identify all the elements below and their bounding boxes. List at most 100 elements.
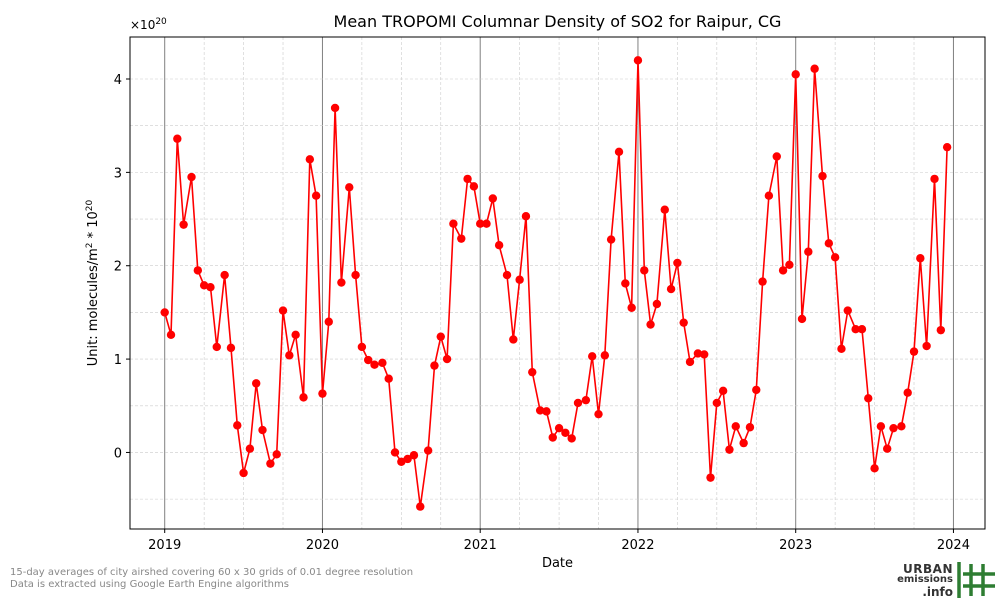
chart-title: Mean TROPOMI Columnar Density of SO2 for…: [333, 12, 782, 31]
data-point: [442, 354, 452, 364]
data-point: [187, 172, 196, 182]
data-point: [330, 103, 340, 113]
data-point: [318, 389, 327, 398]
data-point: [693, 349, 703, 358]
data-point: [311, 191, 321, 200]
data-point: [220, 270, 229, 280]
data-point: [212, 342, 221, 352]
data-point: [384, 374, 393, 383]
data-point: [594, 409, 603, 419]
data-point: [903, 388, 912, 397]
data-point: [679, 318, 688, 327]
x-tick-label: 2019: [148, 538, 181, 553]
x-tick-label: 2020: [306, 538, 339, 553]
data-point: [285, 351, 294, 360]
footer-note-resolution: 15-day averages of city airshed covering…: [10, 567, 414, 578]
x-axis-label: Date: [541, 556, 574, 571]
data-point: [345, 183, 354, 192]
urbanemissions-logo: URBAN emissions .info: [897, 562, 997, 599]
data-point: [509, 335, 518, 344]
plot-frame: [129, 36, 986, 530]
data-point: [621, 279, 630, 288]
y-axis-multiplier: ×1020: [130, 17, 167, 32]
data-point: [772, 152, 781, 161]
data-point: [351, 270, 360, 280]
data-point: [463, 174, 472, 184]
data-point: [897, 422, 906, 431]
data-point: [942, 142, 952, 152]
data-point: [278, 306, 288, 315]
data-point: [882, 444, 892, 453]
data-point: [416, 502, 425, 511]
data-point: [245, 444, 255, 453]
data-point: [581, 395, 591, 405]
data-point: [916, 254, 925, 263]
data-point: [476, 219, 485, 228]
data-point: [627, 303, 636, 312]
data-point: [633, 56, 643, 65]
data-point: [864, 394, 873, 403]
y-tick-label: 3: [114, 166, 122, 181]
data-point: [305, 155, 315, 164]
data-point: [226, 343, 236, 353]
logo-text-urban: URBAN: [903, 562, 953, 576]
data-point: [857, 325, 867, 334]
data-point: [830, 253, 840, 262]
data-point: [502, 270, 512, 280]
data-point: [706, 473, 715, 482]
data-point: [588, 352, 597, 361]
footer-note-source: Data is extracted using Google Earth Eng…: [10, 579, 289, 590]
logo-text-info: .info: [922, 585, 953, 599]
data-point: [291, 330, 300, 340]
data-point: [179, 220, 188, 229]
data-point: [666, 284, 676, 294]
data-point: [272, 450, 281, 459]
data-point: [876, 422, 886, 431]
data-point: [764, 191, 774, 200]
data-point: [357, 342, 367, 352]
data-point: [843, 306, 852, 315]
data-point: [423, 446, 433, 455]
data-point: [166, 330, 176, 340]
data-point: [548, 433, 557, 442]
data-point: [482, 219, 491, 228]
data-point: [739, 438, 748, 448]
data-point: [494, 240, 504, 250]
data-point: [266, 459, 275, 468]
data-point: [469, 182, 479, 191]
data-point: [403, 454, 412, 464]
data-point: [199, 281, 209, 290]
data-point: [251, 379, 261, 388]
x-tick-label: 2023: [779, 538, 812, 553]
data-point: [660, 205, 669, 214]
data-point: [718, 386, 728, 396]
data-point: [515, 275, 524, 284]
y-tick-label: 0: [114, 446, 122, 461]
data-point: [700, 350, 709, 359]
data-point: [785, 260, 794, 269]
x-tick-label: 2024: [937, 538, 970, 553]
data-point: [725, 445, 734, 454]
data-point: [409, 451, 419, 460]
data-point: [449, 219, 458, 228]
data-point: [430, 361, 439, 370]
data-point: [652, 299, 662, 309]
data-point: [889, 423, 898, 433]
y-tick-label: 1: [114, 353, 122, 368]
data-point: [488, 194, 498, 203]
y-tick-label: 2: [114, 260, 122, 275]
data-point: [173, 134, 182, 143]
data-point: [193, 266, 203, 275]
data-point: [324, 317, 333, 326]
data-point: [233, 421, 242, 430]
data-point: [299, 393, 308, 402]
data-point: [851, 325, 860, 334]
data-point: [922, 341, 931, 351]
data-point: [837, 344, 846, 354]
data-point: [337, 278, 346, 287]
data-point: [600, 351, 610, 360]
data-point: [436, 332, 445, 341]
data-point: [378, 358, 387, 368]
data-point: [614, 147, 624, 157]
